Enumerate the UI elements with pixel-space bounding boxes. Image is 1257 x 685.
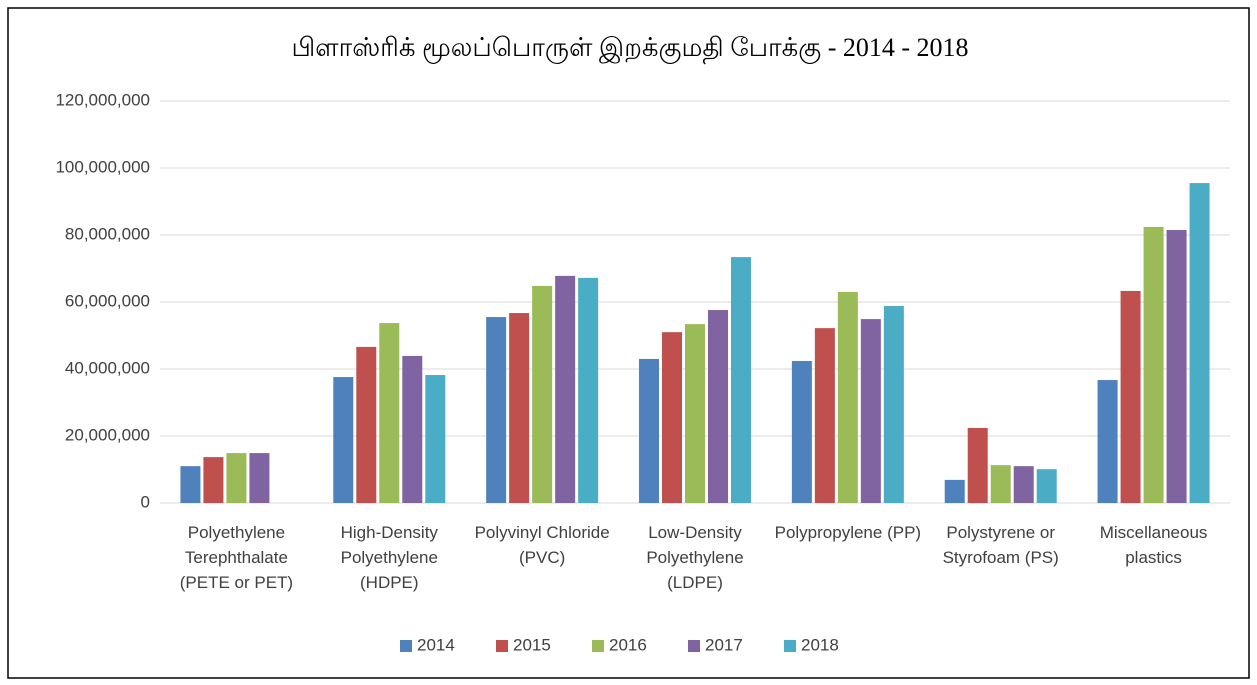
- bar: [662, 332, 682, 503]
- bar: [837, 291, 858, 503]
- bar: [203, 457, 224, 503]
- bar: [1143, 226, 1164, 503]
- bar: [708, 310, 728, 503]
- x-tick-label: Miscellaneous plastics: [1099, 523, 1208, 567]
- legend-label: 2017: [705, 635, 743, 654]
- bar: [532, 285, 553, 503]
- bar: [639, 358, 659, 503]
- y-tick-label: 120,000,000: [55, 90, 150, 109]
- bar: [967, 427, 988, 503]
- bar: [356, 346, 377, 503]
- y-tick-label: 0: [141, 492, 150, 511]
- x-tick-label: Polystyrene or Styrofoam (PS): [942, 523, 1059, 567]
- bar: [1097, 380, 1118, 503]
- bar: [685, 324, 705, 503]
- bar: [944, 479, 965, 503]
- x-tick-label: High-Density Polyethylene (HDPE): [340, 523, 438, 592]
- y-tick-label: 20,000,000: [65, 425, 150, 444]
- bar: [555, 275, 576, 503]
- bar: [860, 319, 881, 503]
- bar: [226, 453, 247, 503]
- bar: [1166, 229, 1187, 503]
- legend-label: 2015: [513, 635, 551, 654]
- legend-swatch: [400, 640, 412, 652]
- bar: [578, 277, 599, 503]
- chart-border: [7, 7, 1250, 679]
- bar: [883, 306, 904, 503]
- y-tick-label: 40,000,000: [65, 358, 150, 377]
- x-tick-label: Low-Density Polyethylene (LDPE): [646, 523, 744, 592]
- bar: [1189, 183, 1210, 503]
- bar: [180, 466, 201, 503]
- chart-title: பிளாஸ்ரிக் மூலப்பொருள் இறக்குமதி போக்கு …: [291, 33, 968, 64]
- bar: [731, 257, 751, 503]
- bar: [990, 465, 1011, 503]
- bar: [1120, 290, 1141, 503]
- y-tick-label: 80,000,000: [65, 224, 150, 243]
- y-tick-label: 60,000,000: [65, 291, 150, 310]
- legend-swatch: [688, 640, 700, 652]
- bar: [1013, 466, 1034, 503]
- bar: [425, 375, 446, 503]
- y-tick-label: 100,000,000: [55, 157, 150, 176]
- bar: [791, 360, 812, 503]
- bar: [402, 355, 423, 503]
- legend-label: 2014: [417, 635, 455, 654]
- bar: [249, 453, 270, 503]
- bar: [509, 313, 530, 503]
- legend-label: 2018: [801, 635, 839, 654]
- legend-swatch: [784, 640, 796, 652]
- bar: [486, 317, 507, 503]
- legend-swatch: [496, 640, 508, 652]
- x-tick-label: Polyvinyl Chloride (PVC): [474, 523, 610, 567]
- bar: [814, 328, 835, 503]
- legend-label: 2016: [609, 635, 647, 654]
- bar: [1036, 469, 1057, 503]
- bar: [333, 377, 354, 503]
- x-tick-label: Polyethylene Terephthalate (PETE or PET): [179, 523, 294, 592]
- legend-swatch: [592, 640, 604, 652]
- bar: [379, 323, 400, 503]
- x-tick-label: Polypropylene (PP): [774, 523, 922, 542]
